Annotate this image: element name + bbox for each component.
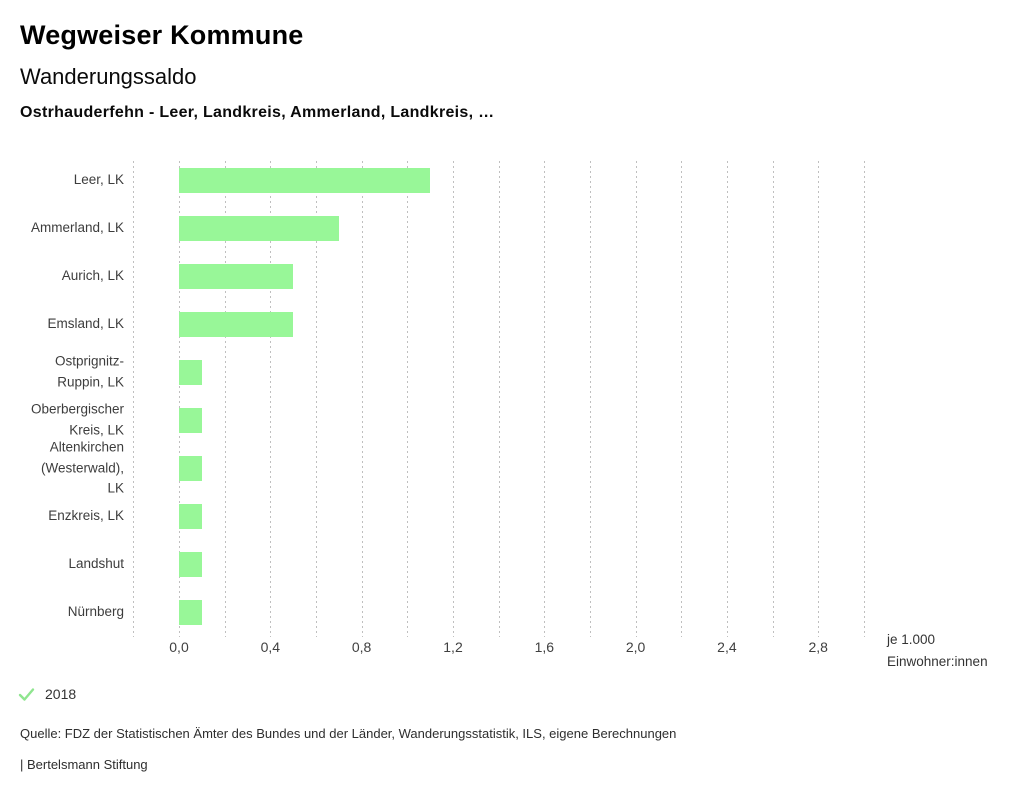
source-text: Quelle: FDZ der Statistischen Ämter des … bbox=[20, 726, 677, 741]
bar-Oberbergischer Kreis, LK[interactable] bbox=[179, 407, 202, 433]
grid-line bbox=[726, 161, 728, 637]
x-axis-unit-label: je 1.000 Einwohner:innen bbox=[887, 632, 988, 669]
grid-line bbox=[453, 161, 454, 637]
grid-line bbox=[498, 161, 500, 637]
grid-line bbox=[635, 161, 637, 637]
x-tick-label: 2,4 bbox=[717, 639, 737, 655]
x-tick-label: 1,2 bbox=[443, 639, 463, 655]
grid-line bbox=[681, 161, 683, 637]
grid-line bbox=[544, 161, 546, 637]
category-label: Leer, LK bbox=[73, 171, 124, 187]
attribution-text: | Bertelsmann Stiftung bbox=[20, 757, 148, 772]
grid-line bbox=[589, 161, 591, 637]
category-label: Oberbergischer Kreis, LK bbox=[30, 401, 124, 438]
grid-line bbox=[361, 161, 363, 637]
chart-selection-subtitle: Ostrhauderfehn - Leer, Landkreis, Ammerl… bbox=[20, 104, 495, 121]
bar-Enzkreis, LK[interactable] bbox=[179, 503, 202, 529]
x-tick-label: 2,8 bbox=[808, 639, 828, 655]
bar-Aurich, LK[interactable] bbox=[179, 263, 294, 289]
x-tick-label: 1,6 bbox=[534, 639, 555, 655]
chart-title: Wanderungssaldo bbox=[20, 64, 197, 89]
x-tick-label: 0,0 bbox=[169, 639, 189, 655]
bar-Landshut[interactable] bbox=[179, 551, 202, 577]
x-tick-label: 0,4 bbox=[260, 639, 281, 655]
category-label: Nürnberg bbox=[67, 603, 124, 619]
grid-line bbox=[133, 161, 135, 637]
category-label: Ammerland, LK bbox=[30, 219, 124, 235]
page-title: Wegweiser Kommune bbox=[20, 20, 304, 50]
bar-Nürnberg[interactable] bbox=[179, 599, 202, 625]
grid-line bbox=[818, 161, 820, 637]
grid-line bbox=[316, 161, 317, 637]
bar-Altenkirchen (Westerwald), LK[interactable] bbox=[179, 455, 202, 481]
legend-year-label: 2018 bbox=[45, 686, 77, 702]
grid-line bbox=[270, 161, 272, 637]
bar-Emsland, LK[interactable] bbox=[179, 311, 294, 337]
category-label: Aurich, LK bbox=[61, 267, 124, 283]
x-tick-label: 0,8 bbox=[351, 639, 372, 655]
bar-Ostprignitz-Ruppin, LK[interactable] bbox=[179, 359, 202, 385]
legend-item-2018[interactable]: 2018 bbox=[18, 686, 76, 702]
checkmark-icon bbox=[18, 687, 35, 701]
category-label: Altenkirchen (Westerwald), LK bbox=[40, 439, 124, 496]
category-label: Emsland, LK bbox=[47, 315, 124, 331]
category-label: Enzkreis, LK bbox=[48, 507, 124, 523]
grid-line bbox=[224, 161, 226, 637]
bar-Leer, LK[interactable] bbox=[179, 167, 431, 193]
grid-line bbox=[179, 161, 180, 637]
grid-line bbox=[863, 161, 865, 637]
bar-Ammerland, LK[interactable] bbox=[179, 215, 339, 241]
category-label: Landshut bbox=[68, 555, 124, 571]
grid-line bbox=[407, 161, 409, 637]
category-label: Ostprignitz- Ruppin, LK bbox=[54, 353, 124, 390]
x-tick-label: 2,0 bbox=[625, 639, 646, 655]
grid-line bbox=[772, 161, 774, 637]
